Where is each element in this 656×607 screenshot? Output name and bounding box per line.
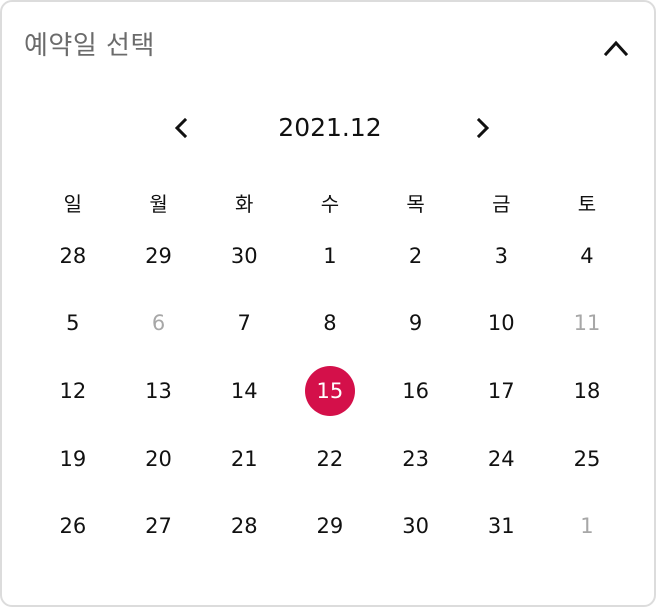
weekday-fri: 금 [492,191,511,216]
date-cell[interactable]: 26 [30,492,116,560]
date-cell[interactable]: 30 [201,222,287,290]
date-number: 27 [145,514,172,539]
date-cell[interactable]: 27 [116,492,202,560]
date-cell[interactable]: 25 [544,425,630,493]
date-number: 18 [573,378,601,403]
date-cell[interactable]: 5 [30,290,116,358]
date-number: 31 [487,514,515,539]
date-number: 2 [408,243,423,268]
date-cell[interactable]: 24 [458,425,544,493]
date-cell[interactable]: 22 [287,425,373,493]
date-number: 20 [145,446,172,471]
weekday-wed: 수 [320,191,340,216]
date-number: 29 [145,243,172,268]
date-cell[interactable]: 10 [458,290,544,358]
date-cell[interactable]: 1 [544,492,630,560]
date-number: 16 [402,378,429,403]
date-number: 13 [145,378,172,403]
calendar-week-row: 12 13 14 15 16 17 18 [30,357,630,425]
date-number: 28 [59,243,87,268]
date-cell[interactable]: 18 [544,357,630,425]
calendar-week-row: 19 20 21 22 23 24 25 [30,425,630,493]
selected-date-cell[interactable]: 15 [287,357,373,425]
date-number: 15 [304,365,355,416]
weekday-tue: 화 [235,191,254,216]
date-cell[interactable]: 20 [116,425,202,493]
date-cell[interactable]: 28 [201,492,287,560]
date-cell[interactable]: 21 [201,425,287,493]
date-cell[interactable]: 30 [373,492,459,560]
date-number: 1 [323,243,337,268]
prev-month-button[interactable] [168,114,196,142]
date-number: 9 [408,311,423,336]
date-number: 28 [230,514,258,539]
date-cell[interactable]: 11 [544,290,630,358]
date-cell[interactable]: 31 [458,492,544,560]
date-number: 29 [316,514,344,539]
date-cell[interactable]: 13 [116,357,202,425]
date-number: 7 [237,311,251,336]
calendar-week-row: 26 27 28 29 30 31 1 [30,492,630,560]
date-number: 12 [59,378,87,403]
weekday-mon: 월 [149,191,168,216]
panel-title: 예약일 선택 [24,31,155,61]
date-number: 6 [151,311,166,336]
date-cell[interactable]: 4 [544,222,630,290]
next-month-button[interactable] [468,114,496,142]
calendar-week-row: 5 6 7 8 9 10 11 [30,290,630,358]
date-number: 4 [580,243,594,268]
date-cell[interactable]: 6 [116,290,202,358]
date-number: 26 [59,514,87,539]
date-number: 25 [573,446,601,471]
date-cell[interactable]: 1 [287,222,373,290]
date-number: 8 [323,311,337,336]
date-number: 24 [487,446,515,471]
date-cell[interactable]: 3 [458,222,544,290]
date-cell[interactable]: 19 [30,425,116,493]
date-cell[interactable]: 8 [287,290,373,358]
weekday-sun: 일 [63,191,83,216]
chevron-left-icon [174,117,188,139]
collapse-button[interactable] [600,34,632,62]
date-rows: 28 29 30 1 2 3 4 5 6 7 8 9 10 11 12 13 14 15 16 17 18 19 20 21 2… [30,222,630,560]
current-month-label: 2021.12 [278,113,382,142]
date-number: 10 [487,311,515,336]
date-number: 5 [66,311,80,336]
weekday-header-row: 일 월 화 수 목 금 토 [30,182,630,222]
date-number: 19 [59,446,87,471]
date-number: 14 [230,378,258,403]
date-cell[interactable]: 14 [201,357,287,425]
date-number: 11 [573,311,601,336]
chevron-right-icon [476,117,490,139]
date-number: 30 [230,243,258,268]
weekday-sat: 토 [577,191,597,216]
month-navigation: 2021.12 [2,106,654,150]
weekday-thu: 목 [406,191,425,216]
calendar-week-row: 28 29 30 1 2 3 4 [30,222,630,290]
date-cell[interactable]: 9 [373,290,459,358]
date-number: 22 [316,446,344,471]
date-number: 30 [402,514,429,539]
date-cell[interactable]: 16 [373,357,459,425]
date-cell[interactable]: 2 [373,222,459,290]
date-number: 1 [580,514,594,539]
calendar-grid: 일 월 화 수 목 금 토 28 29 30 1 2 3 4 5 6 7 8 9 10 11 12 13 14 1… [30,182,630,560]
date-number: 21 [230,446,258,471]
date-cell[interactable]: 29 [116,222,202,290]
date-cell[interactable]: 7 [201,290,287,358]
chevron-up-icon [603,40,629,57]
date-cell[interactable]: 29 [287,492,373,560]
date-cell[interactable]: 23 [373,425,459,493]
date-cell[interactable]: 17 [458,357,544,425]
date-cell[interactable]: 28 [30,222,116,290]
date-number: 3 [494,243,508,268]
date-number: 17 [487,378,515,403]
date-number: 23 [402,446,429,471]
date-cell[interactable]: 12 [30,357,116,425]
